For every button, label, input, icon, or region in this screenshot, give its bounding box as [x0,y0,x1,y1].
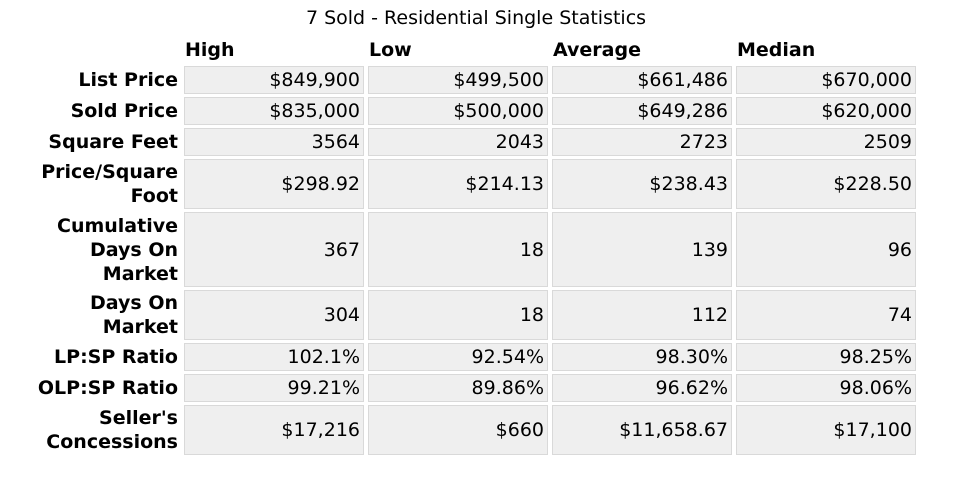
row-label: LP:SP Ratio [54,346,178,368]
table-cell: 2043 [368,128,548,156]
table-row: Days On Market 304 18 112 74 [30,290,916,340]
table-cell: 18 [368,212,548,287]
table-cell: 92.54% [368,343,548,371]
row-label: Price/Square Foot [41,161,178,207]
table-cell: 3564 [184,128,364,156]
table-cell: 2723 [552,128,732,156]
table-row: Seller's Concessions $17,216 $660 $11,65… [30,405,916,455]
table-cell: 96.62% [552,374,732,402]
table-cell: 112 [552,290,732,340]
table-row: Price/Square Foot $298.92 $214.13 $238.4… [30,159,916,209]
table-cell: 98.30% [552,343,732,371]
table-cell: 367 [184,212,364,287]
table-cell: $660 [368,405,548,455]
column-header-median: Median [737,39,816,61]
column-header-high: High [185,39,235,61]
row-label: List Price [78,69,178,91]
table-cell: $849,900 [184,66,364,94]
table-cell: $500,000 [368,97,548,125]
table-cell: 139 [552,212,732,287]
table-cell: $661,486 [552,66,732,94]
table-row: OLP:SP Ratio 99.21% 89.86% 96.62% 98.06% [30,374,916,402]
table-cell: $649,286 [552,97,732,125]
table-cell: 2509 [736,128,916,156]
table-cell: 98.06% [736,374,916,402]
table-cell: $620,000 [736,97,916,125]
table-row: List Price $849,900 $499,500 $661,486 $6… [30,66,916,94]
table-cell: 96 [736,212,916,287]
table-cell: $298.92 [184,159,364,209]
corner-cell [30,37,180,63]
header-row: High Low Average Median [30,37,916,63]
table-cell: $499,500 [368,66,548,94]
table-cell: $670,000 [736,66,916,94]
table-row: LP:SP Ratio 102.1% 92.54% 98.30% 98.25% [30,343,916,371]
table-row: Cumulative Days On Market 367 18 139 96 [30,212,916,287]
column-header-low: Low [369,39,412,61]
page-title: 7 Sold - Residential Single Statistics [0,6,960,30]
row-label: Seller's Concessions [46,407,178,453]
table-row: Square Feet 3564 2043 2723 2509 [30,128,916,156]
table-cell: 98.25% [736,343,916,371]
table-cell: 18 [368,290,548,340]
table-cell: $228.50 [736,159,916,209]
table-cell: 99.21% [184,374,364,402]
row-label: OLP:SP Ratio [37,377,178,399]
title-text: 7 Sold - Residential Single Statistics [305,7,647,29]
table-cell: 89.86% [368,374,548,402]
table-cell: $17,100 [736,405,916,455]
column-header-average: Average [553,39,641,61]
row-label: Cumulative Days On Market [57,214,178,285]
table-cell: 304 [184,290,364,340]
table-cell: $835,000 [184,97,364,125]
table-cell: $238.43 [552,159,732,209]
table-cell: $214.13 [368,159,548,209]
table-row: Sold Price $835,000 $500,000 $649,286 $6… [30,97,916,125]
table-cell: 74 [736,290,916,340]
statistics-table: High Low Average Median List Price $849,… [26,34,920,458]
table-cell: 102.1% [184,343,364,371]
row-label: Days On Market [90,292,178,338]
table-cell: $17,216 [184,405,364,455]
row-label: Square Feet [48,131,178,153]
row-label: Sold Price [70,100,178,122]
table-cell: $11,658.67 [552,405,732,455]
